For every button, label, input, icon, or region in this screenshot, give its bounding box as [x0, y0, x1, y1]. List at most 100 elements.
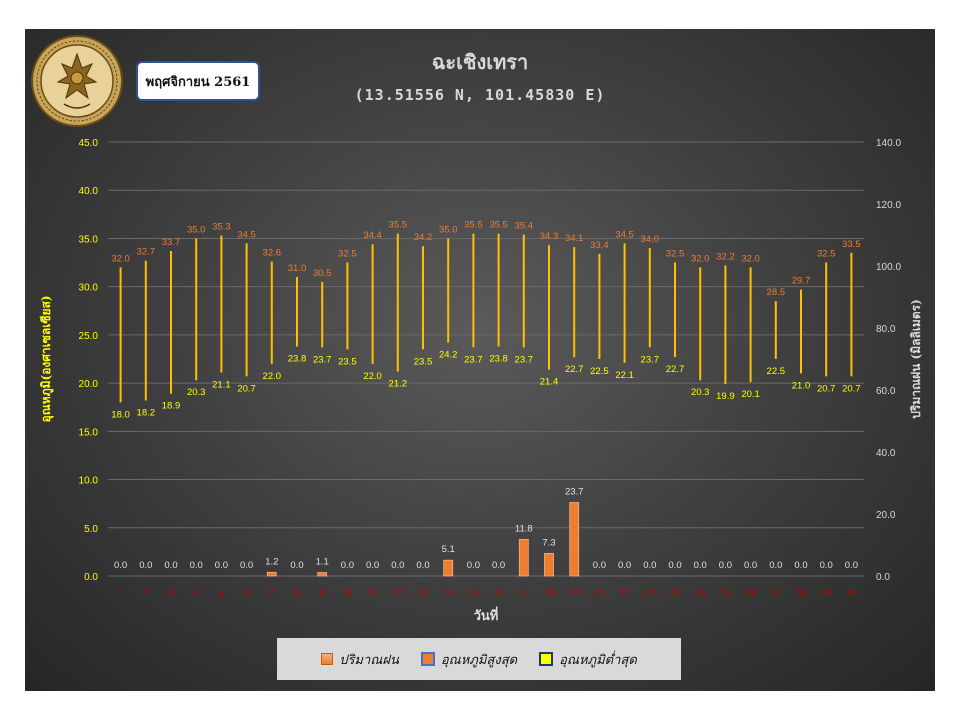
x-tick-label: 2 [143, 588, 149, 599]
max-temp-label: 31.0 [288, 263, 307, 274]
min-temp-label: 21.1 [212, 380, 231, 391]
max-temp-label: 34.1 [565, 233, 584, 244]
x-tick-label: 8 [294, 588, 300, 599]
y-left-tick-label: 30.0 [79, 283, 99, 294]
x-tick-label: 12 [392, 588, 404, 599]
min-temp-label: 20.7 [817, 383, 836, 394]
rain-value-label: 0.0 [769, 560, 782, 571]
y-right-tick-label: 120.0 [876, 200, 901, 211]
max-temp-label: 33.4 [590, 240, 609, 251]
x-tick-label: 19 [569, 588, 581, 599]
rain-value-label: 0.0 [341, 560, 354, 571]
x-tick-label: 22 [644, 588, 656, 599]
max-temp-label: 32.7 [137, 247, 156, 258]
x-tick-label: 4 [193, 588, 199, 599]
legend-item-min-temp: อุณหภูมิต่ำสุด [539, 649, 637, 670]
x-tick-label: 10 [342, 588, 354, 599]
x-tick-label: 16 [493, 588, 505, 599]
min-temp-label: 23.8 [489, 353, 508, 364]
min-temp-label: 20.7 [237, 383, 256, 394]
min-temp-label: 23.7 [464, 354, 483, 365]
x-tick-label: 15 [468, 588, 480, 599]
rain-value-label: 0.0 [643, 560, 656, 571]
y-left-tick-label: 25.0 [79, 331, 99, 342]
x-tick-label: 21 [619, 588, 631, 599]
max-temp-label: 35.4 [515, 221, 534, 232]
x-tick-label: 27 [770, 588, 782, 599]
month-label: พฤศจิกายน 2561 [136, 61, 260, 101]
y-left-tick-label: 40.0 [79, 186, 99, 197]
rain-value-label: 7.3 [542, 537, 555, 548]
max-temp-label: 34.5 [237, 229, 256, 240]
x-tick-label: 14 [443, 588, 455, 599]
min-temp-label: 19.9 [716, 391, 735, 402]
logo-seal-icon [31, 35, 123, 127]
rain-value-label: 0.0 [416, 560, 429, 571]
y-left-tick-label: 20.0 [79, 379, 99, 390]
max-temp-label: 34.0 [641, 234, 660, 245]
rain-value-label: 0.0 [845, 560, 858, 571]
y-right-tick-label: 20.0 [876, 510, 896, 521]
x-tick-label: 25 [720, 588, 732, 599]
legend-label-rain: ปริมาณฝน [339, 652, 399, 668]
x-tick-label: 29 [821, 588, 833, 599]
meteorological-department-logo [30, 34, 124, 128]
x-tick-label: 6 [244, 588, 250, 599]
max-temp-label: 32.0 [741, 253, 760, 264]
chart-subtitle: (13.51556 N, 101.45830 E) [354, 86, 606, 104]
min-temp-label: 23.7 [515, 354, 534, 365]
x-tick-label: 17 [518, 588, 530, 599]
y-right-tick-label: 40.0 [876, 448, 896, 459]
max-temp-label: 32.6 [263, 248, 282, 259]
rain-value-label: 0.0 [719, 560, 732, 571]
rain-value-label: 23.7 [565, 487, 584, 498]
max-temp-label: 34.5 [615, 229, 634, 240]
max-temp-label: 35.5 [489, 220, 508, 231]
y-left-tick-label: 0.0 [84, 572, 98, 583]
max-temp-label: 34.4 [363, 230, 382, 241]
min-temp-label: 21.4 [540, 377, 559, 388]
min-temp-label: 21.0 [792, 380, 811, 391]
min-temp-label: 23.7 [313, 354, 332, 365]
rain-value-label: 0.0 [694, 560, 707, 571]
min-temp-label: 23.5 [338, 356, 357, 367]
y-left-tick-label: 10.0 [79, 476, 99, 487]
min-temp-label: 24.2 [439, 350, 458, 361]
x-tick-label: 3 [168, 588, 174, 599]
min-temp-label: 23.8 [288, 353, 307, 364]
min-temp-label: 22.7 [666, 364, 685, 375]
rain-value-label: 5.1 [442, 544, 455, 555]
min-temp-label: 23.7 [641, 354, 660, 365]
min-temp-label: 20.7 [842, 383, 861, 394]
min-temp-label: 21.2 [389, 379, 408, 390]
rain-value-label: 0.0 [366, 560, 379, 571]
min-temp-label: 22.0 [263, 371, 282, 382]
y-left-tick-label: 5.0 [84, 524, 98, 535]
legend-item-rain: ปริมาณฝน [321, 649, 399, 670]
max-temp-label: 34.3 [540, 231, 559, 242]
legend-item-max-temp: อุณหภูมิสูงสุด [420, 649, 517, 670]
y-left-tick-label: 45.0 [79, 138, 99, 149]
rain-bar [266, 571, 277, 577]
max-temp-label: 32.5 [817, 249, 836, 260]
rain-value-label: 0.0 [139, 560, 152, 571]
min-temp-label: 22.7 [565, 364, 584, 375]
rain-bar [443, 559, 454, 577]
rain-bar [518, 539, 529, 577]
min-temp-label: 18.9 [162, 401, 181, 412]
y-right-tick-label: 100.0 [876, 262, 901, 273]
min-temp-label: 18.2 [137, 407, 156, 418]
min-temp-label: 22.0 [363, 371, 382, 382]
min-temp-label: 22.5 [590, 366, 609, 377]
min-temp-label: 20.1 [741, 389, 760, 400]
rain-value-label: 11.8 [515, 523, 533, 534]
y-left-tick-label: 15.0 [79, 427, 99, 438]
max-temp-label: 35.5 [389, 220, 408, 231]
rain-value-label: 1.2 [265, 556, 278, 567]
x-tick-label: 5 [219, 588, 225, 599]
max-temp-label: 32.2 [716, 251, 735, 262]
chart-title: ฉะเชิงเทรา [431, 50, 529, 74]
rain-value-label: 0.0 [215, 560, 228, 571]
x-tick-label: 9 [319, 588, 325, 599]
